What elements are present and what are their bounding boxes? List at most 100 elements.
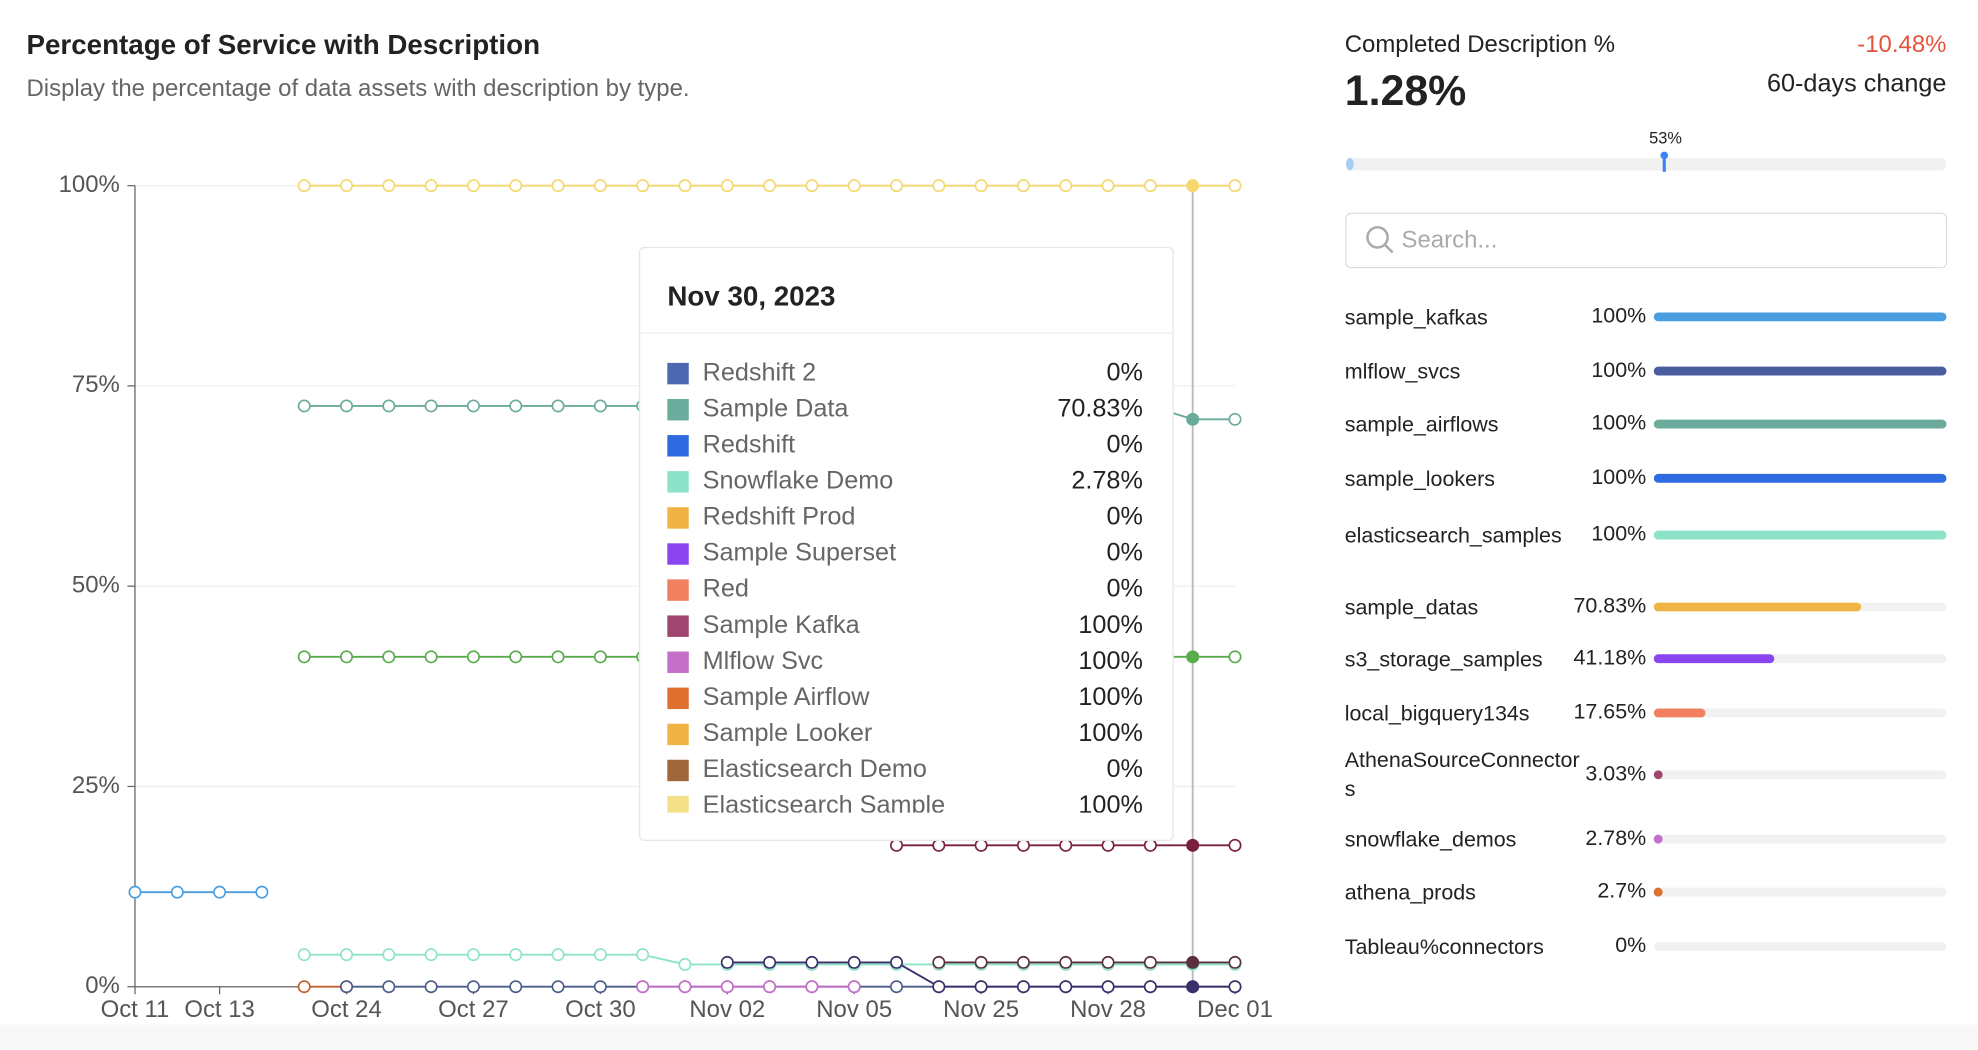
data-point — [551, 179, 565, 193]
data-point — [1143, 838, 1157, 852]
item-name: AthenaSourceConnectors — [1344, 748, 1580, 802]
data-point — [466, 948, 480, 962]
data-point — [382, 399, 396, 413]
data-point — [340, 179, 354, 193]
data-point — [1101, 179, 1115, 193]
row-value: 100% — [1078, 611, 1143, 639]
row-name: Sample Data — [703, 394, 850, 422]
item-name-box: athena_prods — [1345, 880, 1476, 904]
row-name: Redshift 2 — [703, 358, 817, 386]
data-point — [847, 980, 861, 994]
item-bar — [1653, 366, 1947, 376]
row-value: 100% — [1078, 683, 1143, 711]
data-point — [932, 980, 946, 994]
data-point — [1228, 955, 1242, 969]
data-point — [1101, 980, 1115, 994]
summary-panel: Completed Description % 1.28% -10.48% 60… — [1344, 31, 1948, 959]
data-point — [890, 179, 904, 193]
item-percent: 70.83% — [1574, 594, 1647, 618]
item-dot — [1653, 834, 1663, 844]
item-percent: 2.7% — [1597, 879, 1646, 903]
data-point — [890, 980, 904, 994]
data-point — [1186, 179, 1200, 193]
data-point — [551, 980, 565, 994]
row-name: Sample Superset — [703, 539, 896, 567]
data-point — [1143, 955, 1157, 969]
data-point — [720, 980, 734, 994]
row-name: Redshift — [703, 430, 796, 458]
item-bar — [1653, 708, 1706, 718]
y-tick-label: 50% — [72, 572, 120, 599]
data-point — [974, 179, 988, 193]
data-point — [297, 650, 311, 664]
progress-fill — [1345, 157, 1354, 171]
tooltip: Nov 30, 2023 Redshift 2 0% Sample Data 70.8… — [638, 246, 1174, 842]
item-percent: 100% — [1591, 411, 1646, 435]
item-name: sample_lookers — [1344, 466, 1495, 491]
item-track — [1653, 834, 1947, 844]
row-name: Sample Looker — [703, 719, 873, 747]
data-point — [1186, 412, 1200, 426]
item-name: Tableau%connectors — [1344, 934, 1544, 959]
search-icon — [1384, 244, 1394, 254]
item-name: local_bigquery134s — [1344, 700, 1530, 725]
item-track — [1653, 708, 1947, 718]
data-point — [932, 838, 946, 852]
data-point — [509, 948, 523, 962]
data-point — [974, 838, 988, 852]
data-point — [297, 948, 311, 962]
row-name: Snowflake Demo — [703, 467, 894, 495]
data-point — [636, 179, 650, 193]
item-percent: 41.18% — [1574, 645, 1647, 669]
data-point — [297, 399, 311, 413]
x-tick-label: Oct 11 — [101, 996, 170, 1023]
item-name-box: Tableau%connectors — [1344, 934, 1544, 959]
y-tick-label: 25% — [72, 772, 120, 799]
data-point — [593, 179, 607, 193]
bottom-fade — [0, 1024, 1978, 1050]
data-point — [805, 980, 819, 994]
item-percent: 0% — [1615, 933, 1646, 957]
legend-swatch — [667, 398, 689, 421]
data-point — [297, 179, 311, 193]
x-tick-label: Oct 27 — [438, 996, 509, 1023]
row-value: 0% — [1106, 755, 1142, 783]
data-point — [593, 980, 607, 994]
data-point — [382, 980, 396, 994]
item-name-box: sample_airflows — [1345, 412, 1499, 436]
data-point — [340, 650, 354, 664]
item-percent: 100% — [1591, 522, 1646, 546]
data-point — [1186, 650, 1200, 664]
x-tick-label: Oct 24 — [311, 996, 382, 1023]
y-tick-label: 75% — [72, 371, 120, 398]
row-value: 0% — [1106, 430, 1142, 458]
summary-value: 1.28% — [1345, 67, 1467, 115]
search-placeholder: Search... — [1402, 226, 1498, 253]
item-name-box: local_bigquery134s — [1344, 700, 1530, 725]
data-point — [763, 980, 777, 994]
tooltip-box — [638, 246, 1174, 842]
data-point — [424, 399, 438, 413]
data-point — [763, 179, 777, 193]
change-label: 60-days change — [1767, 69, 1946, 97]
legend-swatch — [667, 723, 689, 746]
data-point — [1101, 838, 1115, 852]
row-name: Elasticsearch Demo — [703, 755, 927, 783]
data-point — [1059, 955, 1073, 969]
x-tick-label: Dec 01 — [1197, 996, 1273, 1023]
data-point — [466, 650, 480, 664]
item-name-box: elasticsearch_samples — [1345, 523, 1562, 547]
data-point — [466, 980, 480, 994]
legend-swatch — [667, 759, 689, 782]
legend-swatch — [667, 435, 689, 457]
item-track — [1653, 941, 1947, 951]
data-point — [466, 179, 480, 193]
row-name: Mlflow Svc — [703, 647, 824, 675]
row-value: 0% — [1106, 503, 1142, 531]
row-value: 0% — [1106, 539, 1142, 567]
search-box[interactable] — [1345, 212, 1948, 269]
item-percent: 3.03% — [1585, 761, 1646, 785]
chart-subtitle: Display the percentage of data assets wi… — [26, 75, 689, 102]
legend-swatch — [667, 543, 689, 565]
row-name: Sample Airflow — [703, 683, 871, 711]
